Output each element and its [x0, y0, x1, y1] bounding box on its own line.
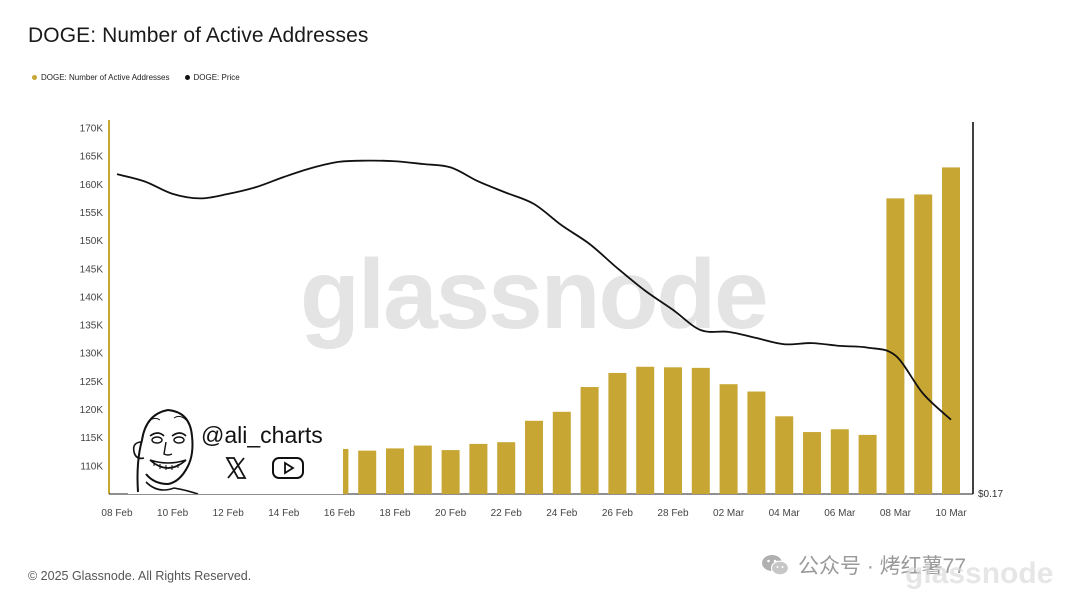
y-tick-label: 155K: [80, 208, 104, 219]
legend-label-price: DOGE: Price: [193, 73, 240, 82]
x-tick-label: 26 Feb: [602, 508, 634, 519]
y-tick-label: 170K: [80, 124, 104, 135]
youtube-icon[interactable]: [271, 456, 305, 480]
bar-active-addresses: [552, 411, 571, 494]
x-icon[interactable]: [224, 456, 248, 480]
price-line: [116, 159, 952, 421]
x-tick-label: 10 Mar: [935, 508, 967, 519]
bar-active-addresses: [358, 450, 377, 494]
x-tick-label: 12 Feb: [213, 508, 245, 519]
glassnode-watermark: glassnode: [300, 239, 769, 349]
y-tick-label: 120K: [80, 405, 104, 416]
x-tick-label: 14 Feb: [268, 508, 300, 519]
copyright-text: © 2025 Glassnode. All Rights Reserved.: [28, 569, 252, 583]
x-tick-label: 22 Feb: [491, 508, 523, 519]
y-tick-label: 150K: [80, 236, 104, 247]
wechat-icon: [762, 555, 790, 576]
bar-active-addresses: [775, 416, 794, 494]
legend-label-active-addresses: DOGE: Number of Active Addresses: [41, 73, 170, 82]
ali-charts-handle: @ali_charts: [201, 422, 323, 448]
ali-charts-overlay: @ali_charts: [128, 402, 343, 494]
bar-active-addresses: [413, 445, 432, 494]
bar-active-addresses: [858, 434, 877, 494]
bar-active-addresses: [719, 384, 738, 494]
x-tick-label: 08 Feb: [101, 508, 133, 519]
bar-active-addresses: [942, 167, 960, 494]
x-tick-label: 16 Feb: [324, 508, 356, 519]
y-tick-label: 110K: [80, 461, 103, 472]
bar-active-addresses: [691, 367, 710, 494]
y-tick-label: 165K: [80, 152, 104, 163]
right-axis-price-label: $0.17: [978, 489, 1003, 500]
x-tick-label: 02 Mar: [713, 508, 745, 519]
x-tick-label: 04 Mar: [769, 508, 801, 519]
x-tick-label: 10 Feb: [157, 508, 189, 519]
y-tick-label: 135K: [80, 321, 104, 332]
x-tick-label: 24 Feb: [546, 508, 578, 519]
legend-swatch-active-addresses: [32, 75, 37, 80]
glassnode-watermark-small: glassnode: [905, 557, 1054, 590]
y-tick-label: 160K: [80, 180, 104, 191]
x-tick-label: 08 Mar: [880, 508, 912, 519]
y-tick-label: 125K: [80, 377, 104, 388]
bar-active-addresses: [497, 442, 516, 494]
bar-active-addresses: [747, 391, 766, 494]
wechat-watermark: 公众号 · 烤红薯77: [760, 550, 966, 580]
x-tick-label: 06 Mar: [824, 508, 856, 519]
y-tick-label: 140K: [80, 292, 104, 303]
bar-active-addresses: [803, 432, 821, 494]
legend-item-active-addresses[interactable]: DOGE: Number of Active Addresses: [32, 73, 170, 82]
bar-active-addresses: [580, 387, 599, 494]
legend-item-price[interactable]: DOGE: Price: [184, 73, 240, 82]
x-tick-label: 18 Feb: [379, 508, 411, 519]
chart-title: DOGE: Number of Active Addresses: [28, 24, 369, 47]
wechat-account-text: 公众号 · 烤红薯77: [798, 555, 967, 578]
y-tick-label: 115K: [80, 433, 103, 444]
bar-active-addresses: [608, 372, 627, 494]
y-tick-label: 145K: [80, 264, 104, 275]
bar-active-addresses: [525, 420, 543, 494]
bar-active-addresses: [886, 198, 905, 494]
x-tick-label: 28 Feb: [657, 508, 689, 519]
bar-active-addresses: [636, 366, 655, 494]
bar-active-addresses: [664, 367, 682, 494]
bar-active-addresses: [441, 450, 460, 494]
x-tick-label: 20 Feb: [435, 508, 467, 519]
y-tick-label: 130K: [80, 349, 104, 360]
legend: DOGE: Number of Active Addresses DOGE: P…: [32, 73, 240, 82]
bar-active-addresses: [914, 194, 933, 495]
legend-swatch-price: [184, 75, 190, 80]
cartoon-face-icon: [132, 408, 199, 494]
bar-active-addresses: [469, 443, 488, 494]
bar-active-addresses: [830, 429, 849, 494]
bar-active-addresses: [386, 448, 404, 494]
